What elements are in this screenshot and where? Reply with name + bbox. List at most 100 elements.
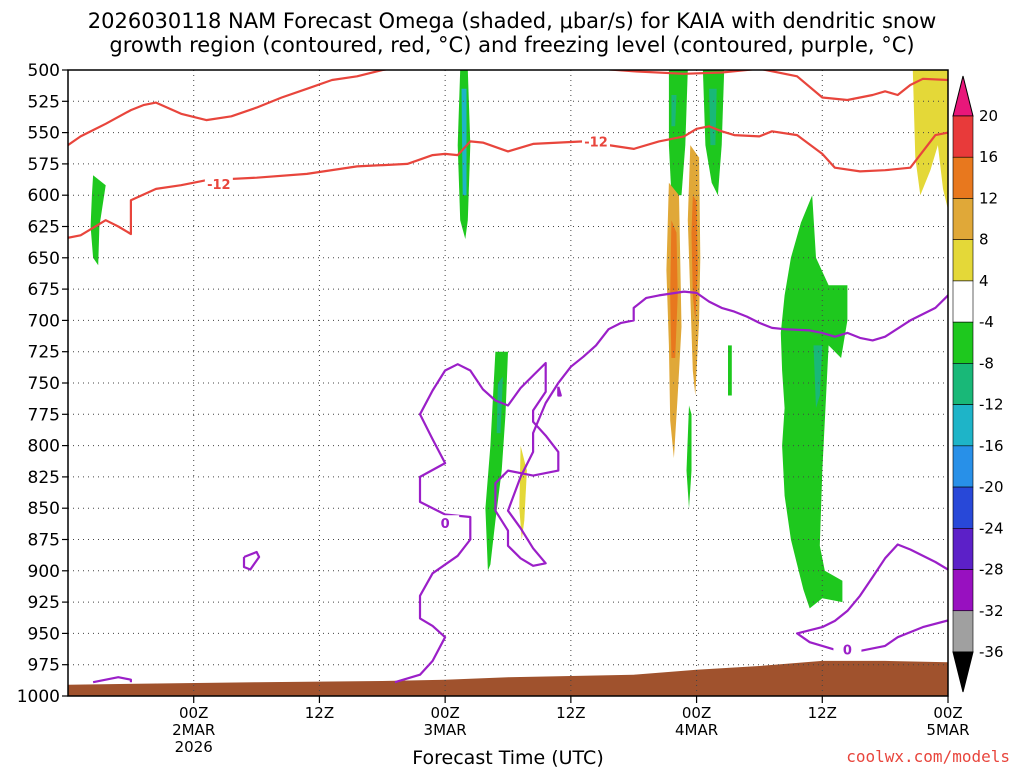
freezing-contour-label-2-bg — [431, 515, 460, 531]
y-tick-label-625: 625 — [28, 218, 60, 238]
x-tick-date-45: 4MAR — [675, 721, 718, 739]
x-tick-label-35: 12Z — [556, 704, 585, 722]
omega-area-2 — [461, 88, 467, 196]
ground-layer — [68, 660, 948, 696]
dgz-contour-label-0: -12 — [584, 135, 608, 150]
ground-surface — [68, 660, 948, 696]
dgz-contour-label-0-bg — [582, 133, 610, 149]
contour-label-layer: -12 -12 0 0 — [204, 133, 862, 659]
y-tick-label-650: 650 — [28, 249, 60, 269]
freezing-level-contour-2 — [394, 290, 948, 684]
freezing-level-contour-0 — [92, 676, 132, 684]
omega-area-5 — [519, 445, 527, 540]
y-tick-label-900: 900 — [28, 562, 60, 582]
x-tick-label-5: 00Z — [179, 704, 208, 722]
omega-shading-layer — [90, 70, 948, 609]
colorbar-bin-9 — [952, 445, 974, 488]
colorbar-bin-1 — [952, 115, 974, 158]
colorbar-bin-10 — [952, 486, 974, 529]
y-tick-label-550: 550 — [28, 124, 60, 144]
colorbar-bin-4 — [952, 239, 974, 282]
colorbar-label-4: 4 — [979, 272, 989, 290]
colorbar-bin-3 — [952, 198, 974, 240]
colorbar-label-1: 16 — [979, 148, 998, 166]
omega-area-17 — [813, 345, 823, 408]
y-tick-label-525: 525 — [28, 92, 60, 112]
x-tick-date-65: 5MAR — [926, 721, 969, 739]
chart-title-line-1: 2026030118 NAM Forecast Omega (shaded, μ… — [88, 9, 937, 33]
x-axis-label: Forecast Time (UTC) — [412, 747, 603, 768]
y-tick-label-950: 950 — [28, 624, 60, 644]
x-tick-year-5: 2026 — [175, 738, 213, 756]
chart-title-line-2: growth region (contoured, red, °C) and f… — [109, 33, 914, 57]
y-tick-label-700: 700 — [28, 311, 60, 331]
omega-area-3 — [485, 351, 508, 571]
contour-layer — [68, 70, 948, 684]
y-tick-label-800: 800 — [28, 437, 60, 457]
freezing-level-contour-1 — [242, 550, 261, 571]
colorbar-label-6: -8 — [979, 354, 994, 372]
x-tick-date-25: 3MAR — [424, 721, 467, 739]
colorbar-label-11: -28 — [979, 561, 1004, 579]
colorbar-label-3: 8 — [979, 231, 989, 249]
colorbar-label-7: -12 — [979, 396, 1004, 414]
colorbar-bin-13 — [952, 610, 974, 653]
x-tick-date-5: 2MAR — [172, 721, 215, 739]
dgz-minus12-contour-1 — [68, 125, 948, 239]
colorbar-bin-12 — [952, 569, 974, 612]
freezing-level-contour-4 — [557, 386, 562, 397]
colorbar-bin-5 — [952, 280, 974, 323]
y-tick-label-500: 500 — [28, 61, 60, 81]
y-tick-label-875: 875 — [28, 531, 60, 551]
colorbar-label-10: -24 — [979, 519, 1004, 537]
colorbar-label-5: -4 — [979, 313, 994, 331]
y-tick-label-675: 675 — [28, 280, 60, 300]
colorbar: 20 16 12 8 4 -4 -8 -12 -16 -20 -24 -28 -32 -36 — [952, 75, 1004, 693]
omega-area-4 — [496, 376, 503, 434]
y-tick-label-1000: 1000 — [17, 687, 60, 707]
colorbar-label-12: -32 — [979, 602, 1004, 620]
omega-area-7 — [671, 95, 677, 127]
x-tick-label-25: 00Z — [430, 704, 459, 722]
omega-area-15 — [728, 345, 732, 396]
colorbar-label-9: -20 — [979, 478, 1004, 496]
omega-area-14 — [686, 405, 692, 509]
y-tick-label-850: 850 — [28, 499, 60, 519]
y-tick-label-575: 575 — [28, 155, 60, 175]
y-tick-label-725: 725 — [28, 343, 60, 363]
omega-area-13 — [709, 88, 717, 146]
colorbar-bin-11 — [952, 528, 974, 570]
y-tick-label-750: 750 — [28, 374, 60, 394]
y-axis: 500 525 550 575 600 625 650 675 700 725 750 775 800 8… — [17, 61, 68, 707]
dgz-contour-label-1-bg — [204, 175, 233, 191]
y-tick-label-975: 975 — [28, 656, 60, 676]
omega-area-16 — [780, 195, 848, 609]
colorbar-label-8: -16 — [979, 437, 1004, 455]
colorbar-label-2: 12 — [979, 189, 998, 207]
y-tick-label-825: 825 — [28, 468, 60, 488]
freezing-contour-label-2: 0 — [441, 517, 450, 532]
colorbar-label-0: 20 — [979, 107, 998, 125]
colorbar-bin-2 — [952, 156, 974, 199]
site-credit: coolwx.com/models — [846, 747, 1010, 766]
freezing-contour-label-3: 0 — [843, 644, 852, 659]
colorbar-label-13: -36 — [979, 643, 1004, 661]
omega-area-0 — [90, 175, 106, 266]
colorbar-bin-6 — [952, 321, 974, 364]
y-tick-label-600: 600 — [28, 186, 60, 206]
colorbar-top-arrow — [952, 75, 974, 117]
y-tick-label-775: 775 — [28, 405, 60, 425]
freezing-contour-label-3-bg — [833, 641, 862, 657]
colorbar-bin-7 — [952, 363, 974, 405]
x-tick-label-45: 00Z — [682, 704, 711, 722]
colorbar-bin-8 — [952, 404, 974, 447]
y-tick-label-925: 925 — [28, 593, 60, 613]
dgz-contour-label-1: -12 — [207, 178, 231, 193]
x-tick-label-15: 12Z — [305, 704, 334, 722]
x-tick-label-65: 00Z — [933, 704, 962, 722]
colorbar-bottom-arrow — [952, 651, 974, 693]
x-tick-label-55: 12Z — [808, 704, 837, 722]
dgz-minus12-contour-0 — [68, 70, 948, 147]
